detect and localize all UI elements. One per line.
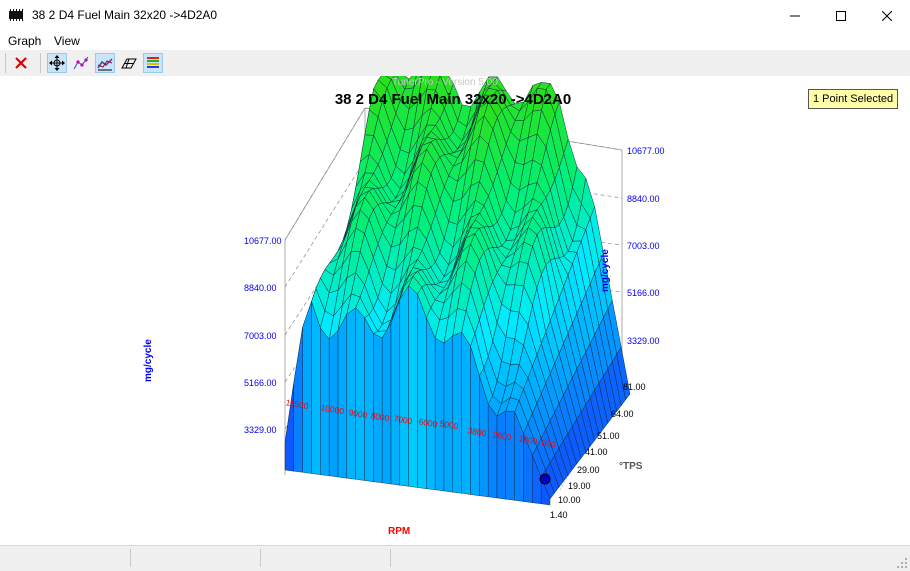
surface-skirt	[452, 331, 462, 494]
status-bar	[0, 545, 910, 571]
version-watermark: TunerPro - Version 5.00	[392, 77, 498, 88]
line-view-button[interactable]	[95, 53, 115, 73]
surface-skirt	[311, 301, 321, 475]
surface-skirt	[461, 331, 471, 495]
status-separator	[390, 549, 391, 567]
surface-skirt	[488, 403, 498, 499]
surface-skirt	[382, 322, 392, 485]
close-graph-button[interactable]	[11, 53, 31, 73]
z-axis-label-left: mg/cycle	[143, 339, 154, 382]
selected-point-marker	[539, 473, 551, 485]
tps-tick: 51.00	[597, 431, 620, 441]
tps-tick: 19.00	[568, 481, 591, 491]
move-arrows-icon	[49, 55, 65, 71]
z-tick-left: 3329.00	[244, 425, 277, 435]
surface-wireframe-icon	[121, 58, 137, 69]
menu-view[interactable]: View	[54, 34, 80, 48]
close-icon	[882, 10, 892, 21]
surface-skirt	[337, 314, 347, 479]
grid-line	[284, 107, 366, 241]
tps-tick: 64.00	[611, 409, 634, 419]
tps-axis-label: °TPS	[619, 461, 643, 472]
rpm-tick: 5000	[439, 418, 460, 431]
menu-bar: Graph View	[0, 31, 910, 50]
surface-skirt	[364, 316, 374, 482]
rpm-tick: 3800	[467, 425, 488, 438]
surface-skirt	[435, 337, 445, 492]
rpm-tick: 900	[541, 437, 557, 449]
z-axis-label-right: mg/cycle	[600, 249, 611, 292]
rpm-tick: 6000	[418, 416, 439, 429]
color-scale-button[interactable]	[143, 53, 163, 73]
resize-grip-icon[interactable]	[896, 557, 908, 569]
surface-skirt	[505, 410, 515, 501]
scatter-points-icon	[73, 56, 89, 70]
surface-skirt	[443, 335, 453, 493]
maximize-icon	[836, 10, 846, 21]
surface-plot[interactable]: 10677.00 10677.00 8840.00 8840.00 7003.00 700…	[0, 76, 910, 545]
minimize-icon	[790, 15, 800, 16]
minimize-button[interactable]	[772, 0, 818, 31]
surface-view-button[interactable]	[119, 53, 139, 73]
z-tick-right: 3329.00	[627, 336, 660, 346]
tps-tick: 81.00	[623, 382, 646, 392]
move-rotate-button[interactable]	[47, 53, 67, 73]
rpm-axis-label: RPM	[388, 526, 410, 537]
window-title: 38 2 D4 Fuel Main 32x20 ->4D2A0	[32, 8, 218, 22]
z-tick-right: 5166.00	[627, 288, 660, 298]
red-x-icon	[15, 57, 27, 69]
surface-mesh	[284, 76, 631, 506]
surface-skirt	[399, 285, 409, 487]
tps-tick: 10.00	[558, 495, 581, 505]
rpm-tick: 8000	[370, 410, 391, 423]
toolbar-separator	[40, 53, 41, 73]
surface-skirt	[390, 299, 400, 486]
selection-badge: 1 Point Selected	[808, 89, 899, 109]
surface-skirt	[496, 410, 506, 500]
tps-tick: 41.00	[585, 447, 608, 457]
line-graph-icon	[97, 58, 113, 71]
rpm-tick: 1800	[518, 433, 539, 446]
rpm-tick: 9000	[348, 407, 369, 420]
menu-graph[interactable]: Graph	[8, 34, 42, 48]
point-select-button[interactable]	[71, 53, 91, 73]
title-bar: 38 2 D4 Fuel Main 32x20 ->4D2A0	[0, 0, 910, 31]
z-tick-right: 8840.00	[627, 194, 660, 204]
rpm-tick: 11500	[285, 397, 310, 411]
z-tick-left: 8840.00	[244, 283, 277, 293]
tps-tick: 29.00	[577, 465, 600, 475]
toolbar-grip	[5, 53, 6, 73]
surface-skirt	[408, 285, 418, 488]
z-tick-left: 10677.00	[244, 236, 282, 246]
graph-area[interactable]: 10677.00 10677.00 8840.00 8840.00 7003.00 700…	[0, 76, 910, 545]
rpm-tick: 10000	[320, 402, 345, 416]
z-tick-left: 5166.00	[244, 378, 277, 388]
status-separator	[130, 549, 131, 567]
surface-skirt	[373, 333, 383, 484]
tps-tick: 1.40	[550, 510, 568, 520]
status-separator	[260, 549, 261, 567]
chip-icon	[9, 9, 23, 21]
maximize-button[interactable]	[818, 0, 864, 31]
z-tick-right: 7003.00	[627, 241, 660, 251]
surface-skirt	[346, 307, 356, 480]
surface-skirt	[302, 301, 312, 474]
surface-skirt	[426, 317, 436, 491]
rpm-tick: 7000	[393, 413, 414, 426]
surface-skirt	[355, 307, 365, 481]
z-tick-right: 10677.00	[627, 146, 665, 156]
rpm-tick: 2800	[492, 429, 513, 442]
color-bars-icon	[147, 57, 159, 68]
close-window-button[interactable]	[864, 0, 910, 31]
z-tick-left: 7003.00	[244, 331, 277, 341]
graph-title: 38 2 D4 Fuel Main 32x20 ->4D2A0	[334, 91, 572, 108]
toolbar	[0, 50, 910, 77]
surface-skirt	[417, 294, 427, 489]
